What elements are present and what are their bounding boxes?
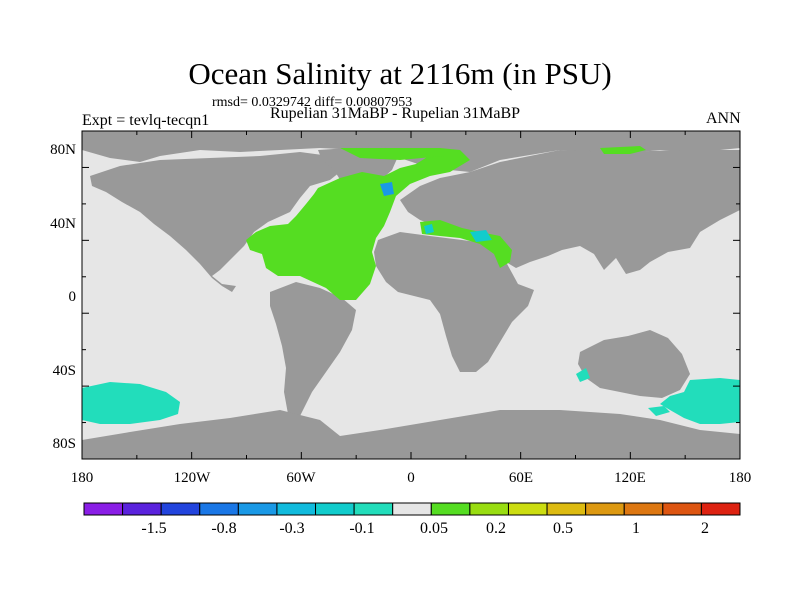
lat-label-80n: 80N [50, 142, 76, 158]
colorbar-label: 0.2 [486, 520, 506, 537]
colorbar-swatch [276, 502, 317, 516]
antarctica-land [82, 410, 740, 459]
australia-land [578, 330, 690, 398]
north-atlantic-anomaly [246, 148, 470, 300]
lat-label-80s: 80S [52, 436, 76, 452]
mediterranean-anomaly [420, 220, 512, 268]
mediterranean-cyan-west [424, 224, 434, 234]
season-label: ANN [706, 110, 741, 127]
colorbar-swatch [469, 502, 509, 516]
lon-label-120w: 120W [173, 470, 211, 486]
experiment-label: Expt = tevlq-tecqn1 [82, 112, 210, 129]
colorbar [83, 502, 741, 516]
lon-label-0: 0 [407, 470, 415, 486]
colorbar-swatch [315, 502, 355, 516]
tasman-anomaly [660, 378, 740, 424]
arctic-anomaly-east [600, 146, 646, 154]
southern-indian-anomaly [648, 406, 670, 416]
colorbar-label: -0.3 [279, 520, 305, 537]
lon-label-120e: 120E [614, 470, 646, 486]
lat-label-40n: 40N [50, 216, 76, 232]
lon-label-60e: 60E [508, 470, 534, 486]
colorbar-swatch [237, 502, 278, 516]
colorbar-swatch [623, 502, 664, 516]
colorbar-label: 0.5 [553, 520, 573, 537]
colorbar-label: 0.05 [420, 520, 448, 537]
eurasia-land [400, 150, 740, 274]
axis-ticks [81, 130, 741, 460]
colorbar-swatch [122, 502, 162, 516]
colorbar-swatch [83, 502, 124, 516]
colorbar-swatch [353, 502, 394, 516]
colorbar-label: -0.1 [349, 520, 375, 537]
lon-label-60w: 60W [286, 470, 316, 486]
colorbar-swatch [392, 502, 432, 516]
subtitle: Rupelian 31MaBP - Rupelian 31MaBP [270, 105, 521, 122]
indian-ocean-cyan [576, 368, 590, 382]
colorbar-swatch [507, 502, 548, 516]
baltic-anomaly [380, 182, 394, 196]
colorbar-label: 1 [632, 520, 640, 537]
colorbar-swatch [546, 502, 587, 516]
arctic-anomaly [340, 148, 444, 160]
lat-label-40s: 40S [52, 363, 76, 379]
colorbar-swatch [585, 502, 625, 516]
colorbar-swatch [199, 502, 239, 516]
lat-label-0: 0 [68, 289, 77, 305]
stats-line: rmsd= 0.0329742 diff= 0.00807953 [212, 95, 413, 110]
colorbar-swatch [430, 502, 471, 516]
lon-label-180w: 180 [70, 470, 94, 486]
colorbar-label: -1.5 [141, 520, 167, 537]
chart-title: Ocean Salinity at 2116m (in PSU) [188, 56, 612, 91]
colorbar-label: -0.8 [211, 520, 237, 537]
south-pacific-anomaly [82, 382, 180, 424]
mediterranean-cyan-east [470, 230, 492, 242]
colorbar-label: 2 [701, 520, 709, 537]
south-america-land [270, 282, 356, 424]
north-america-land [90, 152, 345, 292]
lon-label-180e: 180 [728, 470, 752, 486]
colorbar-swatch [700, 502, 741, 516]
colorbar-swatch [160, 502, 201, 516]
colorbar-swatch [662, 502, 702, 516]
africa-land [374, 232, 534, 372]
